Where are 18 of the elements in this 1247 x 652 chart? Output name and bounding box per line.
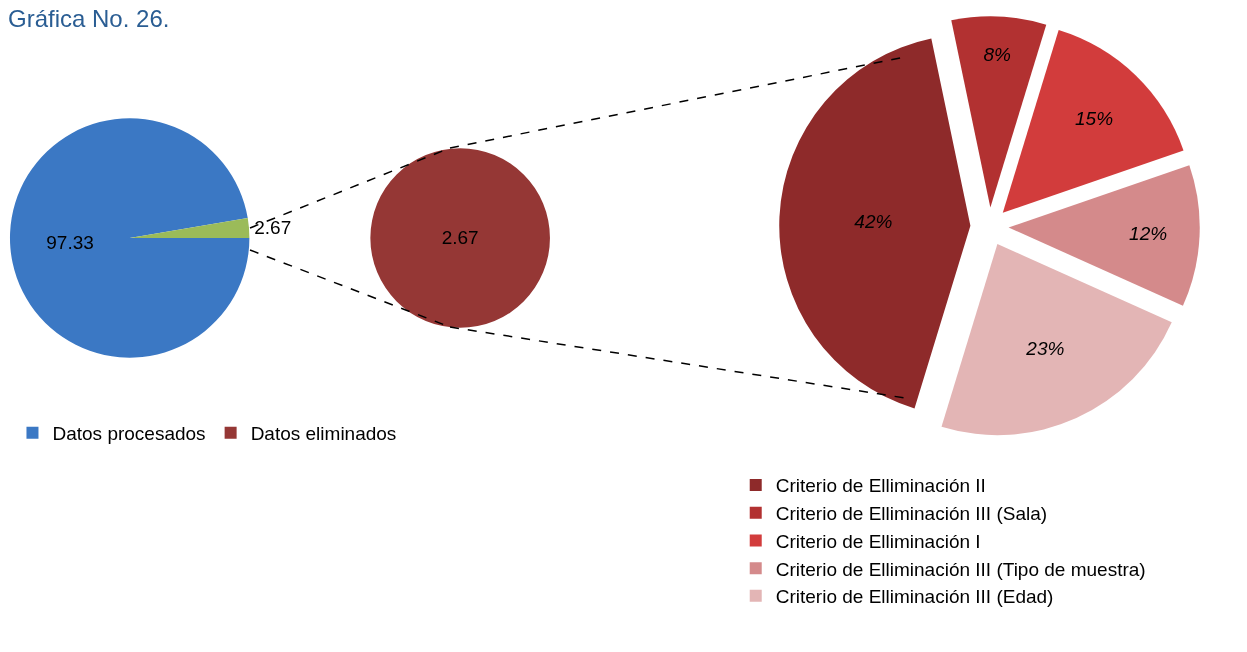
chart-title: Gráfica No. 26. [8,5,170,32]
legend-label: Criterio de Elliminación III (Sala) [775,503,1048,525]
data-label: 97.33 [46,232,94,254]
legend-label: Criterio de Elliminación III (Tipo de muestra) [775,558,1146,580]
data-label: 2.67 [441,227,479,249]
data-label: 2.67 [254,217,292,239]
legend-label: Datos procesados [52,423,206,445]
legend-label: Criterio de Elliminación II [775,475,986,497]
pie-slice [10,118,250,358]
legend-label: Criterio de Elliminación III (Edad) [775,586,1054,608]
data-label: 15% [1075,107,1114,129]
legend-label: Datos eliminados [250,423,397,445]
data-label: 8% [983,44,1012,66]
data-label: 23% [1025,338,1065,360]
data-label: 42% [854,210,893,232]
data-label: 12% [1129,223,1168,245]
legend-label: Criterio de Elliminación I [775,530,981,552]
pie-slice [129,217,250,238]
